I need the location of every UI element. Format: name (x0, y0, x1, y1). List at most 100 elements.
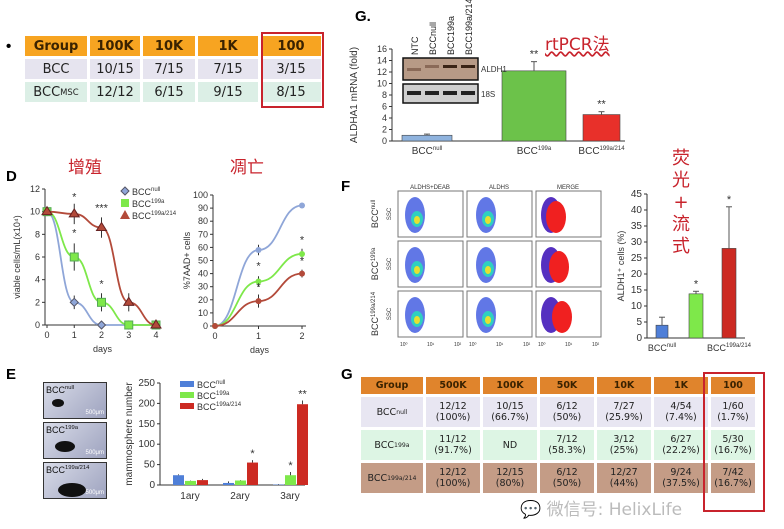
y-tick-label: 45 (631, 189, 643, 200)
data-point (124, 320, 134, 330)
column-header: 500K (426, 377, 480, 394)
legend-swatch (180, 392, 194, 398)
label-sup: 199a (216, 391, 230, 397)
flow-y-axis-label: SSC (387, 307, 393, 320)
y-tick-label: 10 (30, 207, 40, 217)
column-header: 10K (597, 377, 651, 394)
bar (223, 482, 234, 485)
x-tick-label: 1 (72, 330, 77, 340)
data-point (255, 278, 262, 285)
limiting-dilution-table-bottom: Group 500K 100K 50K 10K 1K 100 BCC null 12/12 (10… (361, 377, 755, 493)
legend-label: BCCnull (197, 380, 225, 390)
table-cell: 3/12 (25%) (597, 430, 651, 460)
y-axis-label: %7AAD+ cells (182, 231, 192, 289)
wechat-icon: 💬 (520, 500, 542, 520)
data-point (69, 297, 79, 308)
table-cell: 8/15 (261, 82, 321, 102)
flow-x-tick: 10⁰ (538, 342, 546, 348)
band (407, 68, 421, 71)
y-tick-label: 15 (631, 285, 643, 296)
flow-x-tick: 10¹ (427, 342, 435, 348)
legend-label: BCC199a (197, 391, 230, 401)
y-tick-label: 0 (382, 136, 387, 146)
significance-mark: * (72, 191, 77, 203)
flow-y-axis-label: SSC (387, 207, 393, 220)
y-tick-label: 5 (636, 317, 642, 328)
legend-marker (120, 210, 130, 219)
bar (285, 475, 296, 485)
bar (173, 475, 184, 485)
fluorescence-flow-annotation: 荧光 + 流式 (670, 148, 692, 258)
blot-18s (402, 83, 479, 104)
image-label-sup: null (65, 385, 75, 391)
significance-mark: * (300, 255, 305, 267)
significance-mark: ** (298, 389, 307, 401)
table-cell: 4/54 (7.4%) (654, 397, 708, 427)
flow-column-title: ALDHS+DEAB (410, 185, 450, 191)
flow-x-tick: 10¹ (496, 342, 504, 348)
lane-label: BCC199a (446, 16, 456, 55)
significance-mark: * (300, 234, 305, 246)
watermark-text: 微信号: HelixLife (546, 500, 683, 520)
table-cell: 7/12 (58.3%) (540, 430, 594, 460)
lane-label: BCCnull (428, 22, 438, 55)
y-tick-label: 50 (198, 256, 208, 266)
sphere-blob (58, 483, 86, 497)
image-label-base: BCC (46, 465, 66, 475)
column-header: Group (361, 377, 423, 394)
significance-mark: * (72, 228, 77, 240)
legend-label: BCC199a (132, 199, 165, 209)
x-tick-label: 0 (44, 330, 49, 340)
x-axis-label: days (250, 345, 270, 355)
row-group-cell: BCC (25, 59, 87, 79)
legend-swatch (180, 403, 194, 409)
flow-density (485, 316, 491, 324)
y-tick-label: 12 (30, 184, 40, 194)
flow-density (414, 266, 420, 274)
category-label: 2ary (230, 491, 249, 502)
bar (185, 480, 196, 485)
annotation-char: 式 (672, 236, 690, 257)
x-tick-label: 2 (299, 331, 304, 341)
x-tick-label: 4 (153, 330, 158, 340)
y-tick-label: 50 (144, 460, 156, 471)
y-tick-label: 0 (203, 321, 208, 331)
band (425, 65, 439, 68)
table-cell: 7/42 (16.7%) (711, 463, 755, 493)
label-sup: 199a (371, 247, 377, 261)
group-sup: 199a (394, 441, 410, 449)
rtpcr-annotation: rtPCR法 (545, 35, 610, 55)
significance-mark: * (99, 279, 104, 291)
proliferation-annotation: 增殖 (68, 158, 102, 178)
column-header: 50K (540, 377, 594, 394)
label-base: BCC (132, 199, 152, 209)
band (461, 65, 475, 68)
y-tick-label: 4 (35, 275, 40, 285)
y-tick-label: 200 (138, 398, 155, 409)
table-cell: 6/12 (50%) (540, 397, 594, 427)
image-label-sup: 199a/214 (65, 465, 90, 471)
table-cell: 12/12 (100%) (426, 463, 480, 493)
panel-label-d: D (6, 168, 17, 185)
row-group-cell: BCC 199a/214 (361, 463, 423, 493)
label-sup: null (151, 187, 160, 193)
panel-label-g-top: G. (355, 8, 371, 25)
flow-row-label: BCC199a (370, 247, 380, 280)
category-label: 1ary (180, 491, 199, 502)
bar (235, 480, 246, 485)
table-cell: 9/15 (198, 82, 258, 102)
y-tick-label: 40 (198, 269, 208, 279)
band (461, 91, 475, 95)
label-base: BCC (578, 146, 599, 157)
table-cell: 6/15 (143, 82, 195, 102)
row-group-cell: BCC null (361, 397, 423, 427)
label-base: BCC (132, 211, 152, 221)
label-base: BCC (197, 402, 217, 412)
category-label: BCC199a/214 (578, 146, 625, 157)
bar (401, 134, 453, 142)
flow-x-tick: 10¹ (565, 342, 573, 348)
significance-mark: *** (95, 203, 109, 215)
data-point (299, 270, 305, 277)
band (425, 91, 439, 95)
